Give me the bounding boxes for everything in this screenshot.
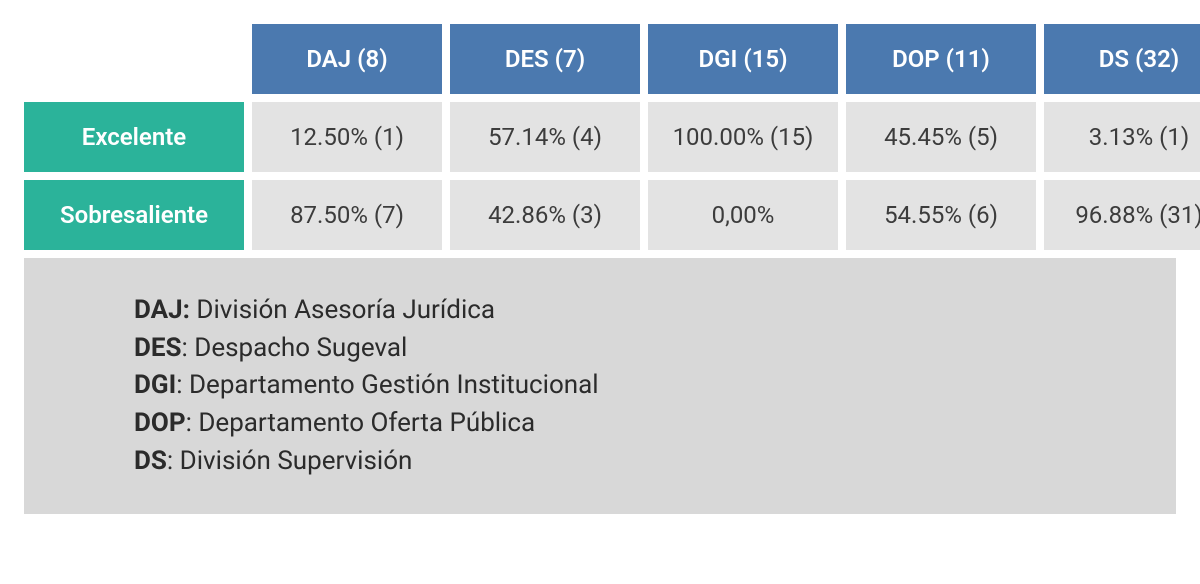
legend-desc: Despacho Sugeval — [194, 333, 407, 363]
data-cell: 100.00% (15) — [648, 102, 838, 172]
legend-line: DES: Despacho Sugeval — [134, 330, 1156, 368]
legend-desc: División Supervisión — [180, 446, 413, 476]
legend-line: DAJ: División Asesoría Jurídica — [134, 292, 1156, 330]
legend-key: DS — [134, 446, 167, 476]
legend-colon: : — [167, 446, 180, 476]
legend-colon: : — [186, 408, 199, 438]
row-header: Sobresaliente — [24, 180, 244, 250]
column-header: DGI (15) — [648, 24, 838, 94]
data-table: DAJ (8)DES (7)DGI (15)DOP (11)DS (32) Ex… — [16, 16, 1200, 258]
data-cell: 12.50% (1) — [252, 102, 442, 172]
data-cell: 3.13% (1) — [1044, 102, 1200, 172]
data-cell: 42.86% (3) — [450, 180, 640, 250]
table-row: Excelente12.50% (1)57.14% (4)100.00% (15… — [24, 102, 1200, 172]
data-cell: 96.88% (31) — [1044, 180, 1200, 250]
column-header: DAJ (8) — [252, 24, 442, 94]
legend-key: DGI — [134, 370, 176, 400]
column-header: DES (7) — [450, 24, 640, 94]
legend-desc: Departamento Oferta Pública — [198, 408, 535, 438]
data-cell: 57.14% (4) — [450, 102, 640, 172]
legend-line: DS: División Supervisión — [134, 443, 1156, 481]
corner-cell — [24, 24, 244, 94]
legend-colon: : — [182, 333, 195, 363]
legend-key: DOP — [134, 408, 186, 438]
data-cell: 87.50% (7) — [252, 180, 442, 250]
column-header: DS (32) — [1044, 24, 1200, 94]
legend-colon: : — [176, 370, 189, 400]
table-row: Sobresaliente87.50% (7)42.86% (3)0,00%54… — [24, 180, 1200, 250]
column-header: DOP (11) — [846, 24, 1036, 94]
legend-panel: DAJ: División Asesoría JurídicaDES: Desp… — [24, 258, 1176, 514]
legend-desc: División Asesoría Jurídica — [196, 295, 495, 325]
legend-line: DGI: Departamento Gestión Institucional — [134, 367, 1156, 405]
legend-colon: : — [183, 295, 197, 325]
legend-desc: Departamento Gestión Institucional — [189, 370, 599, 400]
row-header: Excelente — [24, 102, 244, 172]
data-cell: 0,00% — [648, 180, 838, 250]
table-container: DAJ (8)DES (7)DGI (15)DOP (11)DS (32) Ex… — [16, 16, 1184, 514]
table-header-row: DAJ (8)DES (7)DGI (15)DOP (11)DS (32) — [24, 24, 1200, 94]
data-cell: 45.45% (5) — [846, 102, 1036, 172]
data-cell: 54.55% (6) — [846, 180, 1036, 250]
legend-line: DOP: Departamento Oferta Pública — [134, 405, 1156, 443]
legend-key: DES — [134, 333, 182, 363]
legend-key: DAJ — [134, 295, 183, 325]
